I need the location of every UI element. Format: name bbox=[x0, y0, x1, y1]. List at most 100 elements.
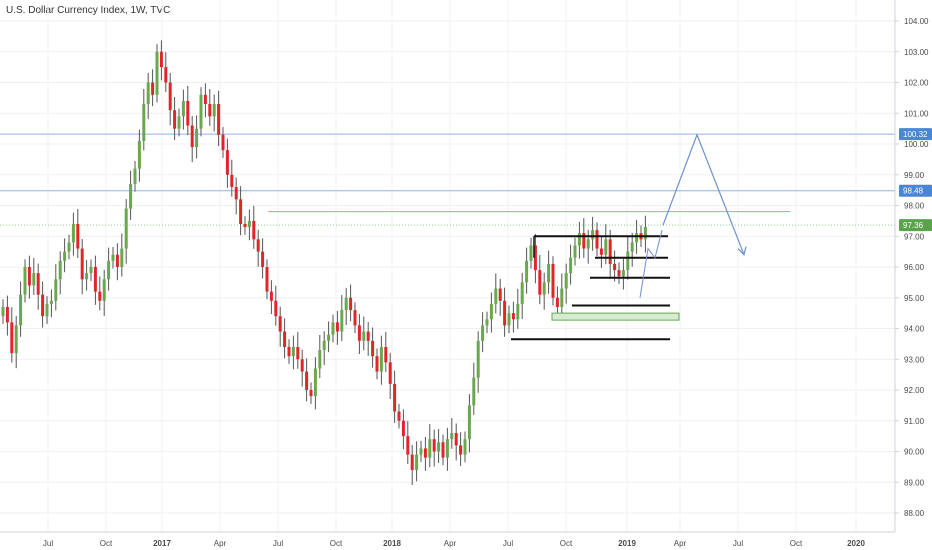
price-tick-label: 96.00 bbox=[904, 263, 925, 272]
candle-body bbox=[617, 270, 621, 277]
candle-body bbox=[195, 128, 199, 148]
price-badge bbox=[899, 184, 932, 197]
candle-body bbox=[305, 371, 309, 390]
candle-body bbox=[63, 251, 67, 261]
candle-body bbox=[89, 267, 93, 274]
candle-body bbox=[547, 263, 551, 283]
candle-body bbox=[608, 239, 612, 264]
candle-body bbox=[177, 116, 181, 129]
price-tick-label: 99.00 bbox=[904, 171, 925, 180]
candle-body bbox=[159, 51, 163, 68]
candle-body bbox=[643, 227, 647, 240]
candle-body bbox=[595, 230, 599, 249]
price-tick-label: 97.00 bbox=[904, 232, 925, 241]
candle-body bbox=[309, 390, 313, 397]
candle-body bbox=[247, 220, 251, 228]
candle-body bbox=[525, 260, 529, 283]
candle-body bbox=[538, 270, 542, 295]
candle-body bbox=[27, 267, 31, 286]
candle-body bbox=[23, 267, 27, 295]
candle-body bbox=[1, 306, 5, 317]
candle-body bbox=[419, 448, 423, 455]
time-tick-label: Apr bbox=[674, 539, 687, 548]
candle-body bbox=[80, 248, 84, 280]
candle-body bbox=[489, 303, 493, 320]
candle-body bbox=[203, 94, 207, 105]
candle-body bbox=[181, 100, 185, 117]
candle-body bbox=[261, 251, 265, 267]
candle-body bbox=[511, 313, 515, 320]
time-tick-label: Jul bbox=[43, 539, 53, 548]
candle-body bbox=[529, 245, 533, 261]
candle-body bbox=[76, 223, 80, 249]
price-tick-label: 102.00 bbox=[904, 79, 929, 88]
candle-body bbox=[296, 346, 300, 360]
candle-body bbox=[560, 288, 564, 307]
candle-body bbox=[102, 279, 106, 301]
candle-body bbox=[71, 223, 75, 243]
candle-body bbox=[217, 104, 221, 135]
candle-body bbox=[221, 134, 225, 151]
candle-body bbox=[410, 454, 414, 470]
price-tick-label: 98.00 bbox=[904, 202, 925, 211]
candle-body bbox=[498, 288, 502, 301]
candle-body bbox=[340, 310, 344, 332]
candle-body bbox=[225, 150, 229, 175]
candle-body bbox=[613, 263, 617, 271]
candle-body bbox=[41, 294, 45, 317]
price-tick-label: 94.00 bbox=[904, 325, 925, 334]
candle-body bbox=[476, 340, 480, 378]
time-tick-label: Jul bbox=[733, 539, 743, 548]
candle-body bbox=[577, 233, 581, 246]
candle-body bbox=[186, 100, 190, 126]
candle-body bbox=[520, 282, 524, 304]
candle-body bbox=[155, 51, 159, 95]
candle-body bbox=[120, 248, 124, 267]
candle-body bbox=[212, 104, 216, 117]
candle-body bbox=[586, 239, 590, 249]
candle-body bbox=[445, 439, 449, 458]
candle-body bbox=[472, 377, 476, 406]
price-badge bbox=[899, 219, 932, 232]
candle-body bbox=[621, 270, 625, 277]
candle-body bbox=[67, 242, 71, 252]
candle-body bbox=[269, 291, 273, 301]
candle-body bbox=[542, 282, 546, 295]
candle-body bbox=[533, 245, 537, 271]
time-tick-label: Oct bbox=[100, 539, 113, 548]
candle-body bbox=[450, 433, 454, 440]
time-tick-label: 2020 bbox=[847, 539, 865, 548]
candle-body bbox=[551, 263, 555, 298]
candle-body bbox=[151, 82, 155, 95]
candle-body bbox=[164, 67, 168, 83]
candle-body bbox=[54, 279, 58, 301]
candle-body bbox=[485, 319, 489, 326]
price-tick-label: 92.00 bbox=[904, 386, 925, 395]
candle-body bbox=[107, 260, 111, 280]
candle-body bbox=[318, 350, 322, 369]
candle-body bbox=[208, 104, 212, 117]
candle-body bbox=[278, 316, 282, 332]
price-badge bbox=[899, 128, 932, 141]
candle-body bbox=[362, 331, 366, 341]
candle-body bbox=[366, 331, 370, 341]
price-badge-label: 100.32 bbox=[903, 130, 928, 139]
demand-zone bbox=[551, 312, 680, 321]
candle-body bbox=[463, 439, 467, 455]
candle-body bbox=[555, 297, 559, 307]
time-tick-label: Oct bbox=[330, 539, 343, 548]
candle-body bbox=[393, 383, 397, 412]
candle-body bbox=[432, 439, 436, 452]
price-tick-label: 91.00 bbox=[904, 417, 925, 426]
candle-body bbox=[481, 325, 485, 341]
candle-body bbox=[58, 260, 62, 280]
candle-body bbox=[437, 442, 441, 452]
time-tick-label: Apr bbox=[214, 539, 227, 548]
candle-body bbox=[287, 346, 291, 357]
candle-body bbox=[313, 368, 317, 397]
price-tick-label: 101.00 bbox=[904, 109, 929, 118]
candle-body bbox=[467, 405, 471, 440]
candle-body bbox=[32, 273, 36, 286]
candle-body bbox=[199, 94, 203, 129]
